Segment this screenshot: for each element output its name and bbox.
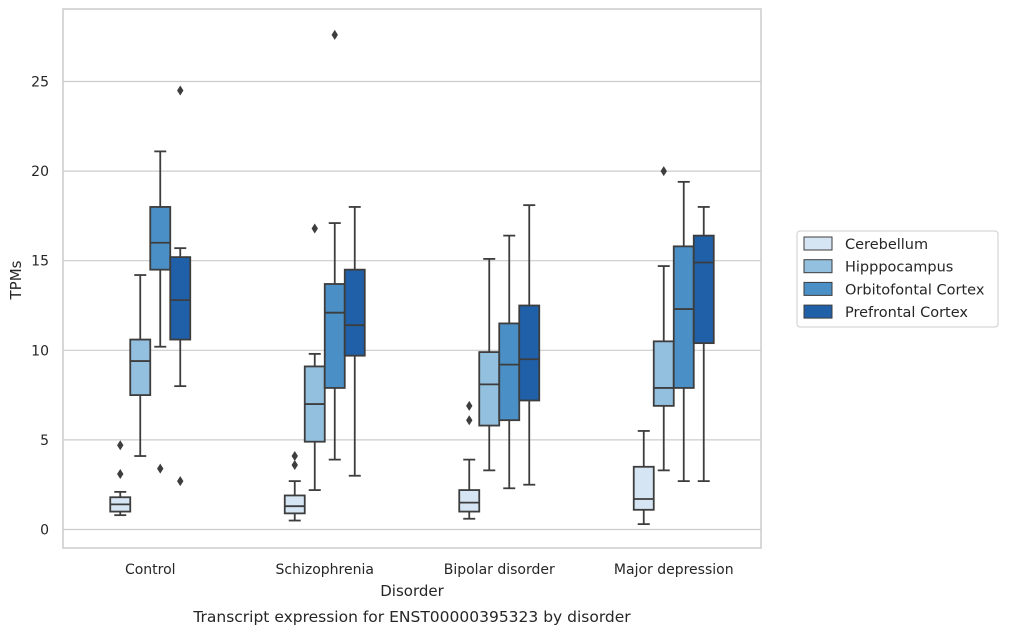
box-cerebellum — [283, 451, 306, 522]
outlier-point — [117, 440, 124, 451]
box-body — [692, 234, 715, 345]
box-prefrontal-cortex — [518, 204, 541, 486]
box-orbitofontal-cortex — [149, 150, 172, 474]
legend-label: Orbitofontal Cortex — [845, 282, 985, 298]
box-body — [478, 351, 501, 427]
box-body — [498, 322, 521, 422]
outlier-point — [177, 85, 184, 96]
outlier-point — [466, 400, 473, 411]
box-orbitofontal-cortex — [498, 234, 521, 490]
box-prefrontal-cortex — [169, 85, 192, 487]
box-body — [652, 340, 675, 407]
box-cerebellum — [632, 430, 655, 526]
box-hipppocampus — [303, 223, 326, 491]
y-tick-labels: 0 5 10 15 20 25 — [31, 75, 49, 539]
y-tick-label: 5 — [40, 433, 49, 449]
outlier-point — [331, 29, 338, 40]
chart-caption: Transcript expression for ENST0000039532… — [192, 608, 631, 626]
box-hipppocampus — [478, 258, 501, 472]
outlier-point — [466, 415, 473, 426]
legend-frame — [796, 230, 999, 328]
box-body — [169, 256, 192, 341]
legend-label: Cerebellum — [845, 237, 928, 253]
y-tick-label: 20 — [31, 164, 49, 180]
plot-frame — [62, 8, 762, 549]
legend-swatch — [803, 281, 833, 296]
box-body — [343, 268, 366, 357]
legend-label: Prefrontal Cortex — [845, 305, 968, 321]
legend-swatch — [803, 236, 833, 251]
box-body — [632, 465, 655, 511]
legend-swatch — [803, 259, 833, 274]
box-body — [672, 245, 695, 389]
x-tick-label: Bipolar disorder — [444, 562, 555, 578]
x-tick-label: Control — [125, 562, 176, 578]
box-hipppocampus — [129, 274, 152, 457]
box-orbitofontal-cortex — [672, 180, 695, 483]
y-tick-label: 10 — [31, 343, 49, 359]
y-tick-label: 25 — [31, 75, 49, 91]
box-body — [458, 489, 481, 513]
x-axis-label: Disorder — [380, 582, 444, 600]
x-tick-labels: Control Schizophrenia Bipolar disorder Majo… — [125, 562, 734, 578]
box-body — [323, 283, 346, 389]
box-body — [518, 304, 541, 402]
outlier-point — [311, 223, 318, 234]
box-cerebellum — [109, 440, 132, 517]
y-tick-label: 15 — [31, 254, 49, 270]
y-axis-label: TPMs — [7, 260, 25, 300]
box-cerebellum — [458, 400, 481, 520]
outlier-point — [177, 476, 184, 487]
boxes — [109, 29, 715, 526]
x-tick-label: Schizophrenia — [276, 562, 374, 578]
outlier-point — [660, 166, 667, 177]
box-body — [283, 494, 306, 515]
box-prefrontal-cortex — [343, 206, 366, 477]
outlier-point — [117, 468, 124, 479]
outlier-point — [291, 451, 298, 462]
box-body — [129, 338, 152, 397]
y-tick-label: 0 — [40, 523, 49, 539]
x-tick-label: Major depression — [614, 562, 734, 578]
box-prefrontal-cortex — [692, 206, 715, 483]
legend: Cerebellum Hipppocampus Orbitofontal Corte… — [796, 230, 999, 328]
outlier-point — [291, 459, 298, 470]
plot-background — [63, 9, 761, 548]
outlier-point — [157, 463, 164, 474]
legend-label: Hipppocampus — [845, 260, 953, 276]
legend-swatch — [803, 304, 833, 319]
box-body — [149, 206, 172, 271]
